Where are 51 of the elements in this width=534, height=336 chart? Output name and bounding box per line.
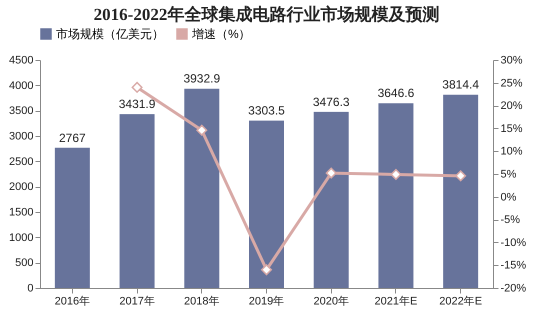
- x-tick-label: 2021年E: [374, 296, 418, 308]
- data-label: 3431.9: [118, 97, 156, 112]
- x-tick-label: 2016年: [54, 296, 90, 308]
- bar: [249, 120, 284, 288]
- y2-tick-label: 10%: [500, 146, 523, 158]
- y-tick-label: 1000: [9, 232, 34, 244]
- point: [390, 168, 402, 180]
- y2-tick-label: 0%: [500, 191, 517, 204]
- point: [261, 264, 272, 276]
- x-tick-label: 2018年: [184, 296, 220, 308]
- x-tick-label: 2017年: [119, 296, 155, 308]
- y2-tick-label: 5%: [500, 168, 517, 180]
- bar: [120, 114, 155, 288]
- bar: [54, 148, 90, 288]
- data-label: 3303.5: [248, 104, 286, 118]
- legend-label: 市场规模（亿美元）: [56, 27, 164, 41]
- x-tick-label: 2019年: [248, 296, 284, 308]
- y-tick-label: 2500: [9, 156, 34, 168]
- y2-tick-label: -5%: [500, 214, 520, 226]
- legend-label: 增速（%）: [191, 27, 251, 41]
- bar: [378, 103, 414, 288]
- data-label: 3814.4: [442, 78, 480, 92]
- y-tick-label: 1500: [9, 206, 34, 218]
- point: [455, 170, 466, 182]
- y-tick-label: 2000: [9, 181, 34, 194]
- y-tick-label: 3500: [9, 105, 34, 118]
- data-label: 3646.6: [378, 86, 415, 100]
- y2-tick-label: -20%: [500, 282, 526, 294]
- y-tick-label: 500: [15, 257, 34, 270]
- data-label: 3932.9: [183, 72, 220, 86]
- bar: [314, 112, 349, 288]
- y-tick-label: 4000: [9, 80, 34, 92]
- x-tick-label: 2020年: [313, 296, 349, 308]
- y-tick-label: 0: [27, 282, 34, 294]
- y2-tick-label: 30%: [500, 54, 523, 66]
- bar: [443, 94, 478, 288]
- y2-tick-label: 20%: [500, 100, 523, 112]
- point: [196, 124, 208, 136]
- y2-tick-label: 25%: [500, 77, 523, 90]
- y-tick-label: 4500: [9, 54, 34, 66]
- point: [132, 82, 143, 93]
- y2-tick-label: -15%: [500, 260, 526, 272]
- y2-tick-label: 15%: [500, 122, 523, 135]
- y-tick-label: 3000: [9, 130, 34, 142]
- point: [326, 168, 337, 179]
- data-label: 2767: [59, 130, 86, 145]
- bar: [184, 88, 220, 288]
- y2-tick-label: -10%: [500, 236, 526, 249]
- chart-title: 2016-2022年全球集成电路行业市场规模及预测: [94, 5, 440, 24]
- x-tick-label: 2022年E: [439, 296, 482, 308]
- data-label: 3476.3: [312, 94, 350, 109]
